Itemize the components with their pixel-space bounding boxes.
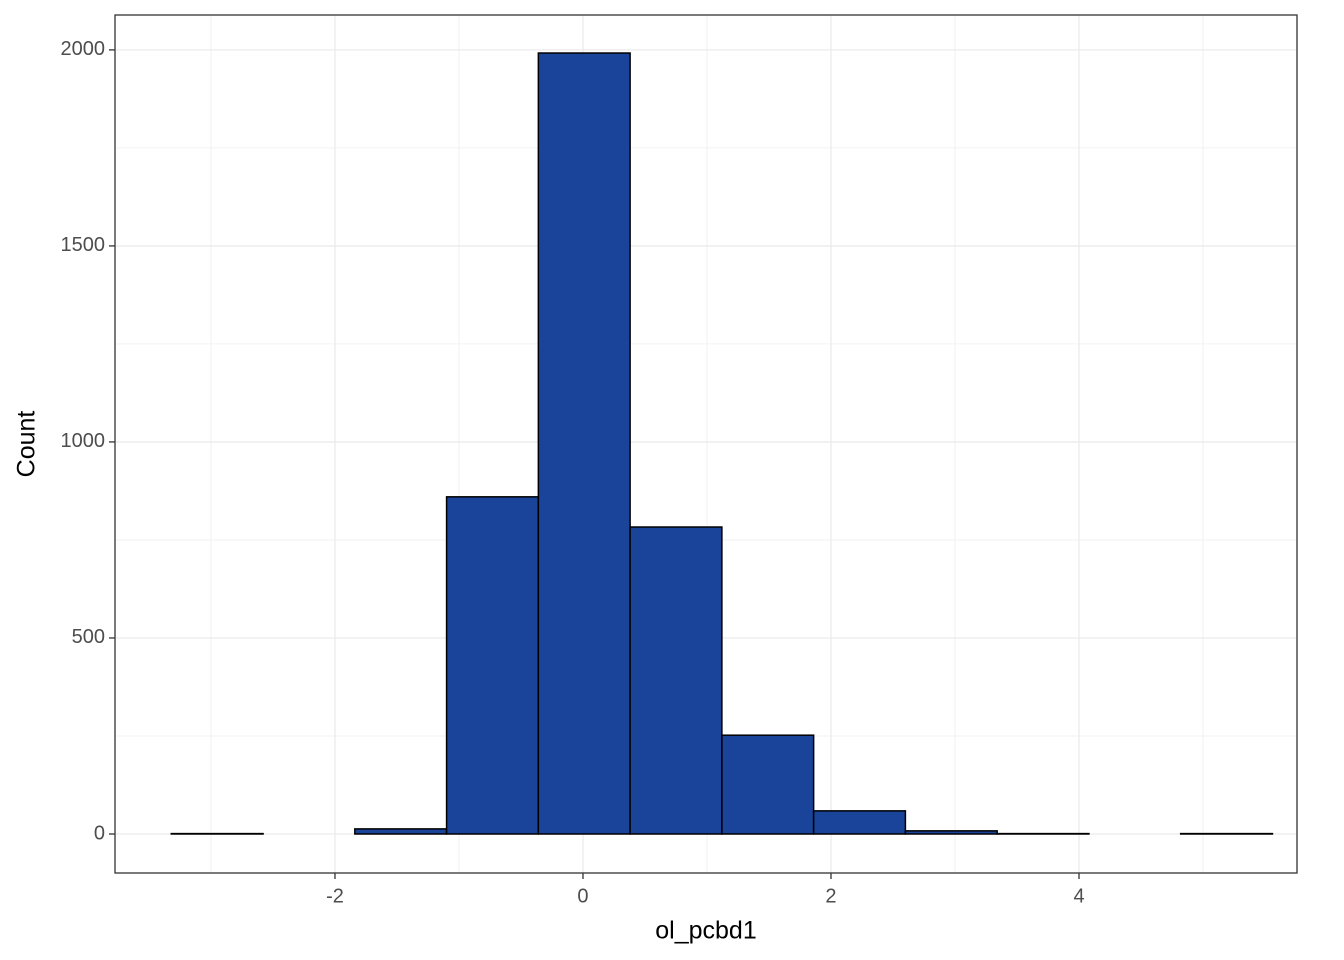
bar	[721, 734, 815, 835]
x-tick-label: -2	[326, 885, 344, 907]
x-tick-label: 2	[825, 885, 836, 907]
bar	[812, 810, 907, 835]
bar	[629, 526, 723, 835]
y-tick-label: 0	[94, 822, 105, 844]
y-tick-label: 2000	[61, 38, 106, 60]
panel-border	[114, 14, 1298, 874]
y-axis-title: Count	[13, 411, 41, 478]
y-tick-label: 1000	[61, 430, 106, 452]
x-tick-label: 0	[577, 885, 588, 907]
bar	[537, 52, 631, 835]
x-axis-title: ol_pcbd1	[655, 917, 756, 945]
bar	[445, 496, 540, 835]
y-tick-label: 1500	[61, 234, 106, 256]
bar	[904, 830, 998, 835]
y-tick-label: 500	[72, 626, 105, 648]
bar	[354, 828, 448, 835]
x-tick-label: 4	[1073, 885, 1084, 907]
